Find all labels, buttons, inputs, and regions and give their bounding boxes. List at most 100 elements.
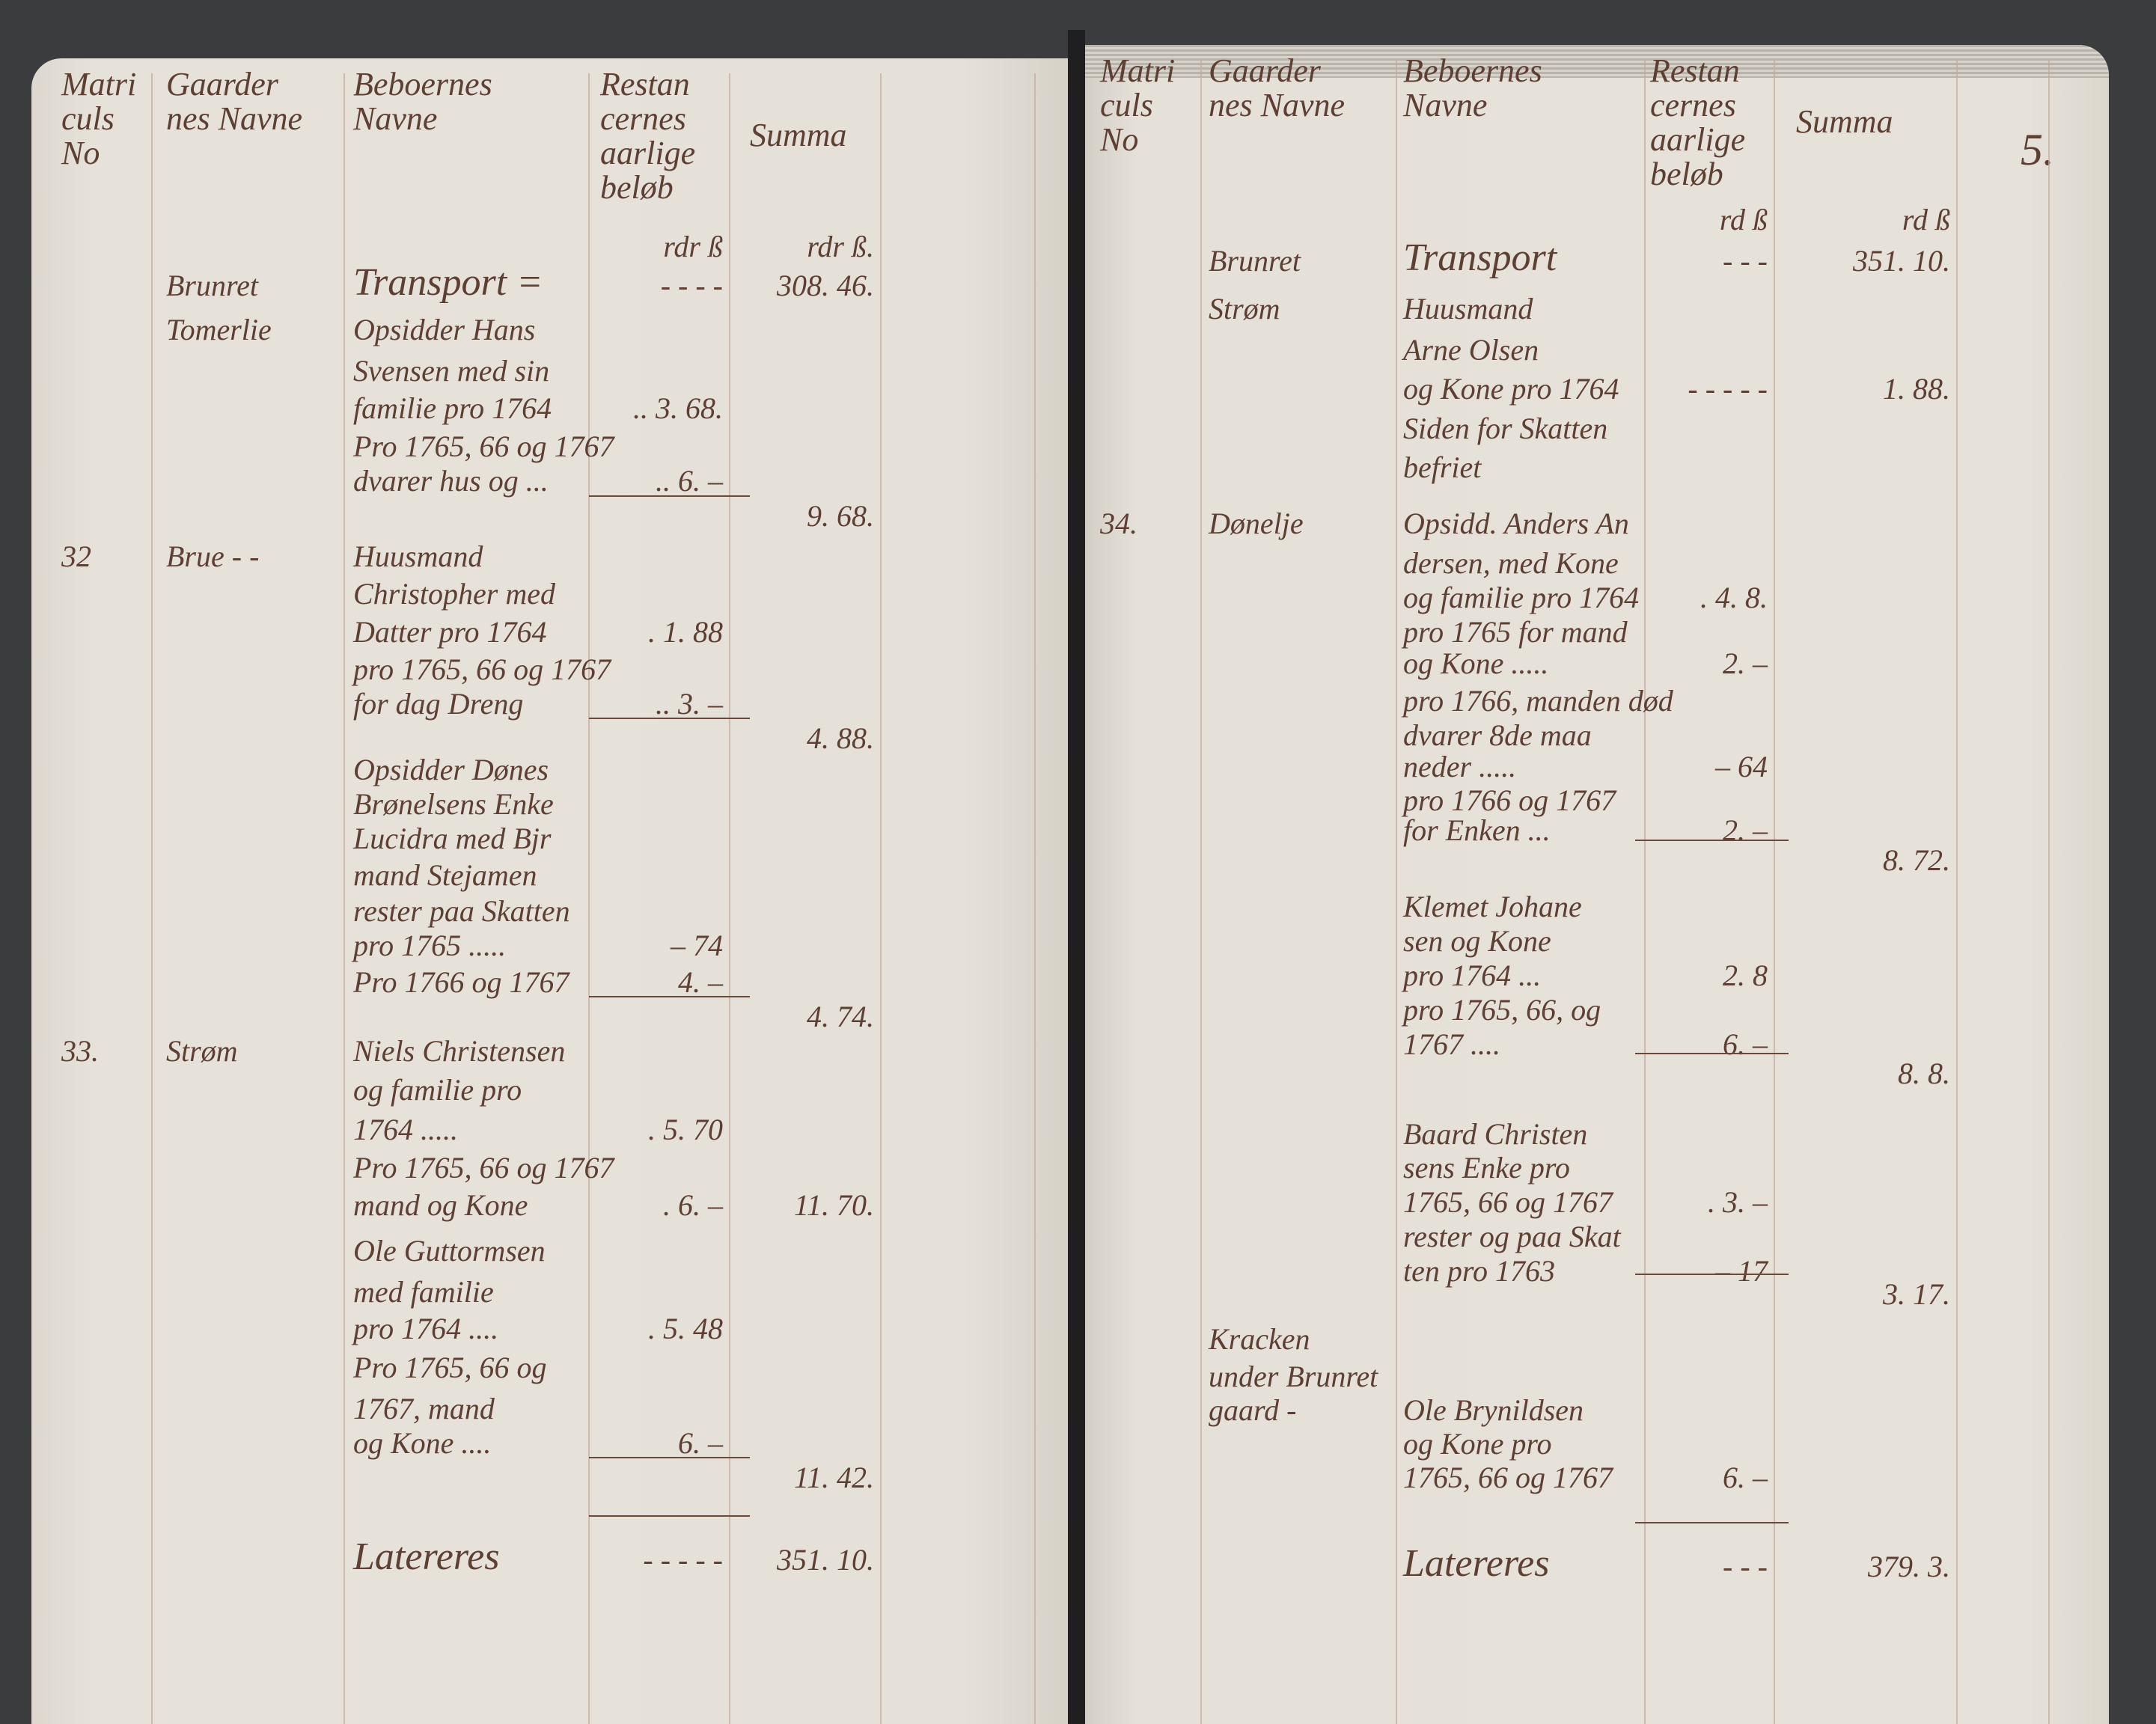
ledger-gaard: Strøm — [166, 1034, 238, 1068]
ledger-text: 1767, mand — [353, 1392, 495, 1425]
ledger-rest: .. 6. – — [656, 464, 723, 498]
sum-rule — [589, 495, 750, 497]
ledger-rest: . 5. 70 — [648, 1113, 723, 1146]
ledger-text: Baard Christen — [1403, 1117, 1588, 1151]
ledger-text: ten pro 1763 — [1403, 1254, 1555, 1288]
ledger-gaard: Brunret — [166, 269, 258, 302]
page-edges — [1085, 45, 2109, 78]
ledger-rest: – 74 — [671, 929, 723, 962]
ledger-gaard: Kracken — [1209, 1322, 1310, 1356]
ledger-text: Lucidra med Bjr — [353, 822, 552, 855]
column-header-gaard: Gaarder nes Navne — [166, 66, 303, 137]
ledger-text: og Kone pro 1764 — [1403, 372, 1619, 406]
ledger-text: Christopher med — [353, 577, 555, 611]
ledger-summa: rdr ß. — [807, 230, 874, 263]
ledger-text: Svensen med sin — [353, 354, 550, 388]
ledger-rest: - - - - — [660, 269, 723, 302]
ledger-rest: 2. – — [1723, 646, 1768, 680]
ledger-gaard: Dønelje — [1209, 507, 1304, 540]
ledger-rest: . 3. – — [1708, 1185, 1768, 1219]
column-rule — [1956, 60, 1958, 1724]
ledger-text: sen og Kone — [1403, 924, 1551, 958]
ledger-rest: 6. – — [678, 1426, 723, 1460]
book-gutter — [1068, 30, 1085, 1724]
ledger-text: pro 1766 og 1767 — [1403, 783, 1616, 817]
ledger-rest: . 4. 8. — [1700, 581, 1768, 614]
left-ledger-page: Matri culs No Gaarder nes Navne Beboernes … — [31, 58, 1068, 1724]
ledger-text: for Enken ... — [1403, 813, 1551, 847]
ledger-summa: 11. 42. — [793, 1461, 874, 1494]
right-ledger-page: 5. Matri culs No Gaarder nes Navne Beboern… — [1085, 45, 2109, 1724]
sum-rule — [589, 1515, 750, 1517]
ledger-text: pro 1764 ... — [1403, 959, 1542, 992]
ledger-text: Latereres — [1403, 1542, 1550, 1585]
ledger-text: Transport — [1403, 236, 1557, 279]
ledger-rest: rdr ß — [663, 230, 723, 263]
sum-rule — [1635, 1274, 1789, 1275]
ledger-rest: – 17 — [1715, 1254, 1768, 1288]
sum-rule — [1635, 1053, 1789, 1054]
ledger-summa: 9. 68. — [807, 499, 874, 533]
sum-rule — [1635, 1522, 1789, 1523]
ledger-gaard: under Brunret — [1209, 1360, 1378, 1393]
ledger-rest: .. 3. – — [656, 687, 723, 721]
ledger-text: Transport = — [353, 261, 543, 304]
ledger-text: Brønelsens Enke — [353, 787, 554, 821]
column-header-gaard: Gaarder nes Navne — [1209, 52, 1346, 123]
ledger-text: og familie pro — [353, 1073, 522, 1107]
ledger-text: sens Enke pro — [1403, 1151, 1570, 1185]
ledger-text: Pro 1766 og 1767 — [353, 965, 569, 999]
ledger-gaard: gaard - — [1209, 1393, 1297, 1427]
ledger-text: Huusmand — [353, 539, 483, 573]
ledger-text: dersen, med Kone — [1403, 546, 1619, 580]
ledger-summa: 308. 46. — [777, 269, 874, 302]
ledger-text: Datter pro 1764 — [353, 615, 547, 649]
ledger-summa: 379. 3. — [1868, 1550, 1950, 1583]
ledger-rest: – 64 — [1715, 750, 1768, 783]
column-rule — [1034, 73, 1036, 1724]
column-rule — [588, 73, 590, 1724]
ledger-text: Ole Brynildsen — [1403, 1393, 1584, 1427]
sum-rule — [589, 996, 750, 997]
column-header-rest: Restan cernes aarlige beløb — [600, 66, 696, 206]
ledger-text: befriet — [1403, 450, 1482, 484]
column-rule — [880, 73, 882, 1724]
ledger-text: 1765, 66 og 1767 — [1403, 1461, 1613, 1494]
ledger-text: og familie pro 1764 — [1403, 581, 1640, 614]
column-header-rest: Restan cernes aarlige beløb — [1650, 52, 1746, 192]
ledger-text: og Kone .... — [353, 1426, 492, 1460]
column-rule — [1396, 60, 1397, 1724]
ledger-text: Opsidd. Anders An — [1403, 507, 1629, 540]
ledger-text: og Kone ..... — [1403, 646, 1549, 680]
ledger-text: Pro 1765, 66 og 1767 — [353, 430, 614, 463]
ledger-text: Ole Guttormsen — [353, 1234, 546, 1268]
column-rule — [151, 73, 153, 1724]
column-rule — [1774, 60, 1775, 1724]
ledger-text: pro 1765 ..... — [353, 929, 507, 962]
ledger-text: Klemet Johane — [1403, 890, 1582, 923]
ledger-rest: .. 3. 68. — [633, 391, 723, 425]
ledger-summa: 1. 88. — [1883, 372, 1950, 406]
ledger-summa: 11. 70. — [793, 1188, 874, 1222]
ledger-text: mand og Kone — [353, 1188, 528, 1222]
ledger-summa: 351. 10. — [777, 1543, 874, 1577]
ledger-text: 1765, 66 og 1767 — [1403, 1185, 1613, 1219]
column-rule — [1644, 60, 1646, 1724]
ledger-text: Opsidder Dønes — [353, 753, 549, 786]
ledger-text: pro 1765, 66, og — [1403, 993, 1601, 1027]
ledger-text: 1767 .... — [1403, 1027, 1500, 1061]
sum-rule — [589, 1457, 750, 1458]
ledger-rest: 4. – — [678, 965, 723, 999]
ledger-text: Huusmand — [1403, 292, 1533, 325]
ledger-summa: rd ß — [1902, 203, 1950, 236]
ledger-text: 1764 ..... — [353, 1113, 458, 1146]
column-rule — [729, 73, 730, 1724]
ledger-rest: 2. – — [1723, 813, 1768, 847]
ledger-text: mand Stejamen — [353, 858, 537, 892]
ledger-text: rester paa Skatten — [353, 894, 570, 928]
ledger-matr: 33. — [61, 1034, 99, 1068]
column-header-matr: Matri culs No — [61, 66, 137, 171]
ledger-text: for dag Dreng — [353, 687, 524, 721]
ledger-rest: - - - - - — [1688, 372, 1768, 406]
ledger-gaard: Tomerlie — [166, 313, 272, 346]
